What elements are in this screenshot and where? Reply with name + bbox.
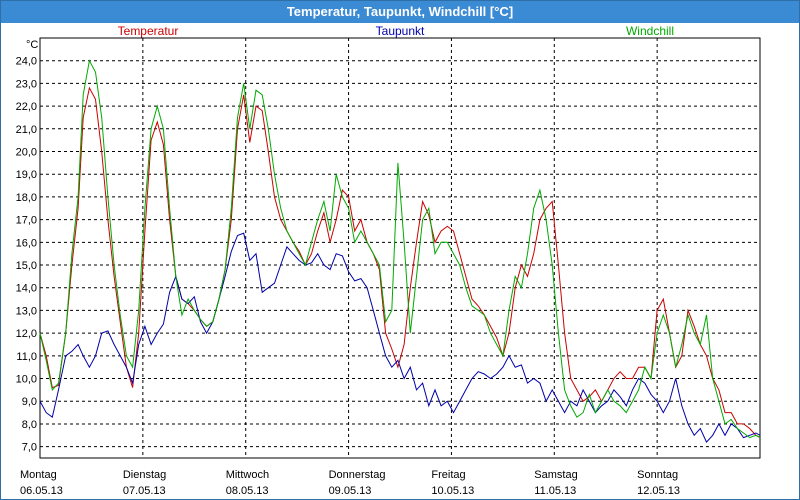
series-line-windchill xyxy=(39,59,761,439)
window-title: Temperatur, Taupunkt, Windchill [°C] xyxy=(1,1,799,23)
x-axis-ticks: Montag 06.05.13 Dienstag 07.05.13 Mittwoch 08… xyxy=(20,469,680,497)
legend-entry-taupunkt: Taupunkt xyxy=(376,24,425,38)
y-tick-label: 18,0 xyxy=(16,192,37,204)
plot-area xyxy=(39,37,761,459)
series-line-taupunkt xyxy=(39,232,761,443)
y-tick-label: 23,0 xyxy=(16,78,37,90)
x-tick-date: 06.05.13 xyxy=(20,485,63,497)
y-tick-label: 15,0 xyxy=(16,260,37,272)
y-tick-label: 9,0 xyxy=(22,396,37,408)
legend: Temperatur Taupunkt Windchill xyxy=(118,24,674,38)
y-tick-label: 20,0 xyxy=(16,147,37,159)
y-tick-label: 24,0 xyxy=(16,56,37,68)
x-tick-weekday: Dienstag xyxy=(123,469,166,481)
x-tick-date: 07.05.13 xyxy=(123,485,166,497)
x-tick-date: 12.05.13 xyxy=(637,485,680,497)
y-axis-unit: °C xyxy=(26,39,38,51)
x-tick-weekday: Freitag xyxy=(431,469,465,481)
y-tick-label: 22,0 xyxy=(16,101,37,113)
y-tick-label: 7,0 xyxy=(22,442,37,454)
y-tick-label: 21,0 xyxy=(16,124,37,136)
legend-entry-temperatur: Temperatur xyxy=(118,24,179,38)
y-tick-label: 8,0 xyxy=(22,419,37,431)
x-tick-weekday: Mittwoch xyxy=(226,469,269,481)
x-tick-weekday: Samstag xyxy=(534,469,577,481)
x-tick-weekday: Montag xyxy=(20,469,57,481)
y-tick-label: 11,0 xyxy=(16,351,37,363)
y-tick-label: 16,0 xyxy=(16,237,37,249)
y-tick-label: 14,0 xyxy=(16,283,37,295)
x-tick-date: 09.05.13 xyxy=(329,485,372,497)
x-tick-weekday: Donnerstag xyxy=(329,469,386,481)
y-tick-label: 13,0 xyxy=(16,305,37,317)
series-lines xyxy=(39,59,761,443)
x-tick-date: 10.05.13 xyxy=(431,485,474,497)
grid-lines xyxy=(40,38,760,458)
legend-entry-windchill: Windchill xyxy=(626,24,674,38)
y-tick-label: 12,0 xyxy=(16,328,37,340)
x-tick-date: 11.05.13 xyxy=(534,485,576,497)
y-tick-label: 19,0 xyxy=(16,169,37,181)
y-tick-label: 17,0 xyxy=(16,215,37,227)
x-tick-weekday: Sonntag xyxy=(637,469,678,481)
y-axis-ticks: 7,0 8,0 9,0 10,0 11,0 12,0 13,0 14,0 15,0 16,0 17,… xyxy=(16,56,37,454)
x-tick-date: 08.05.13 xyxy=(226,485,269,497)
series-line-temperatur xyxy=(39,86,761,439)
y-tick-label: 10,0 xyxy=(16,374,37,386)
